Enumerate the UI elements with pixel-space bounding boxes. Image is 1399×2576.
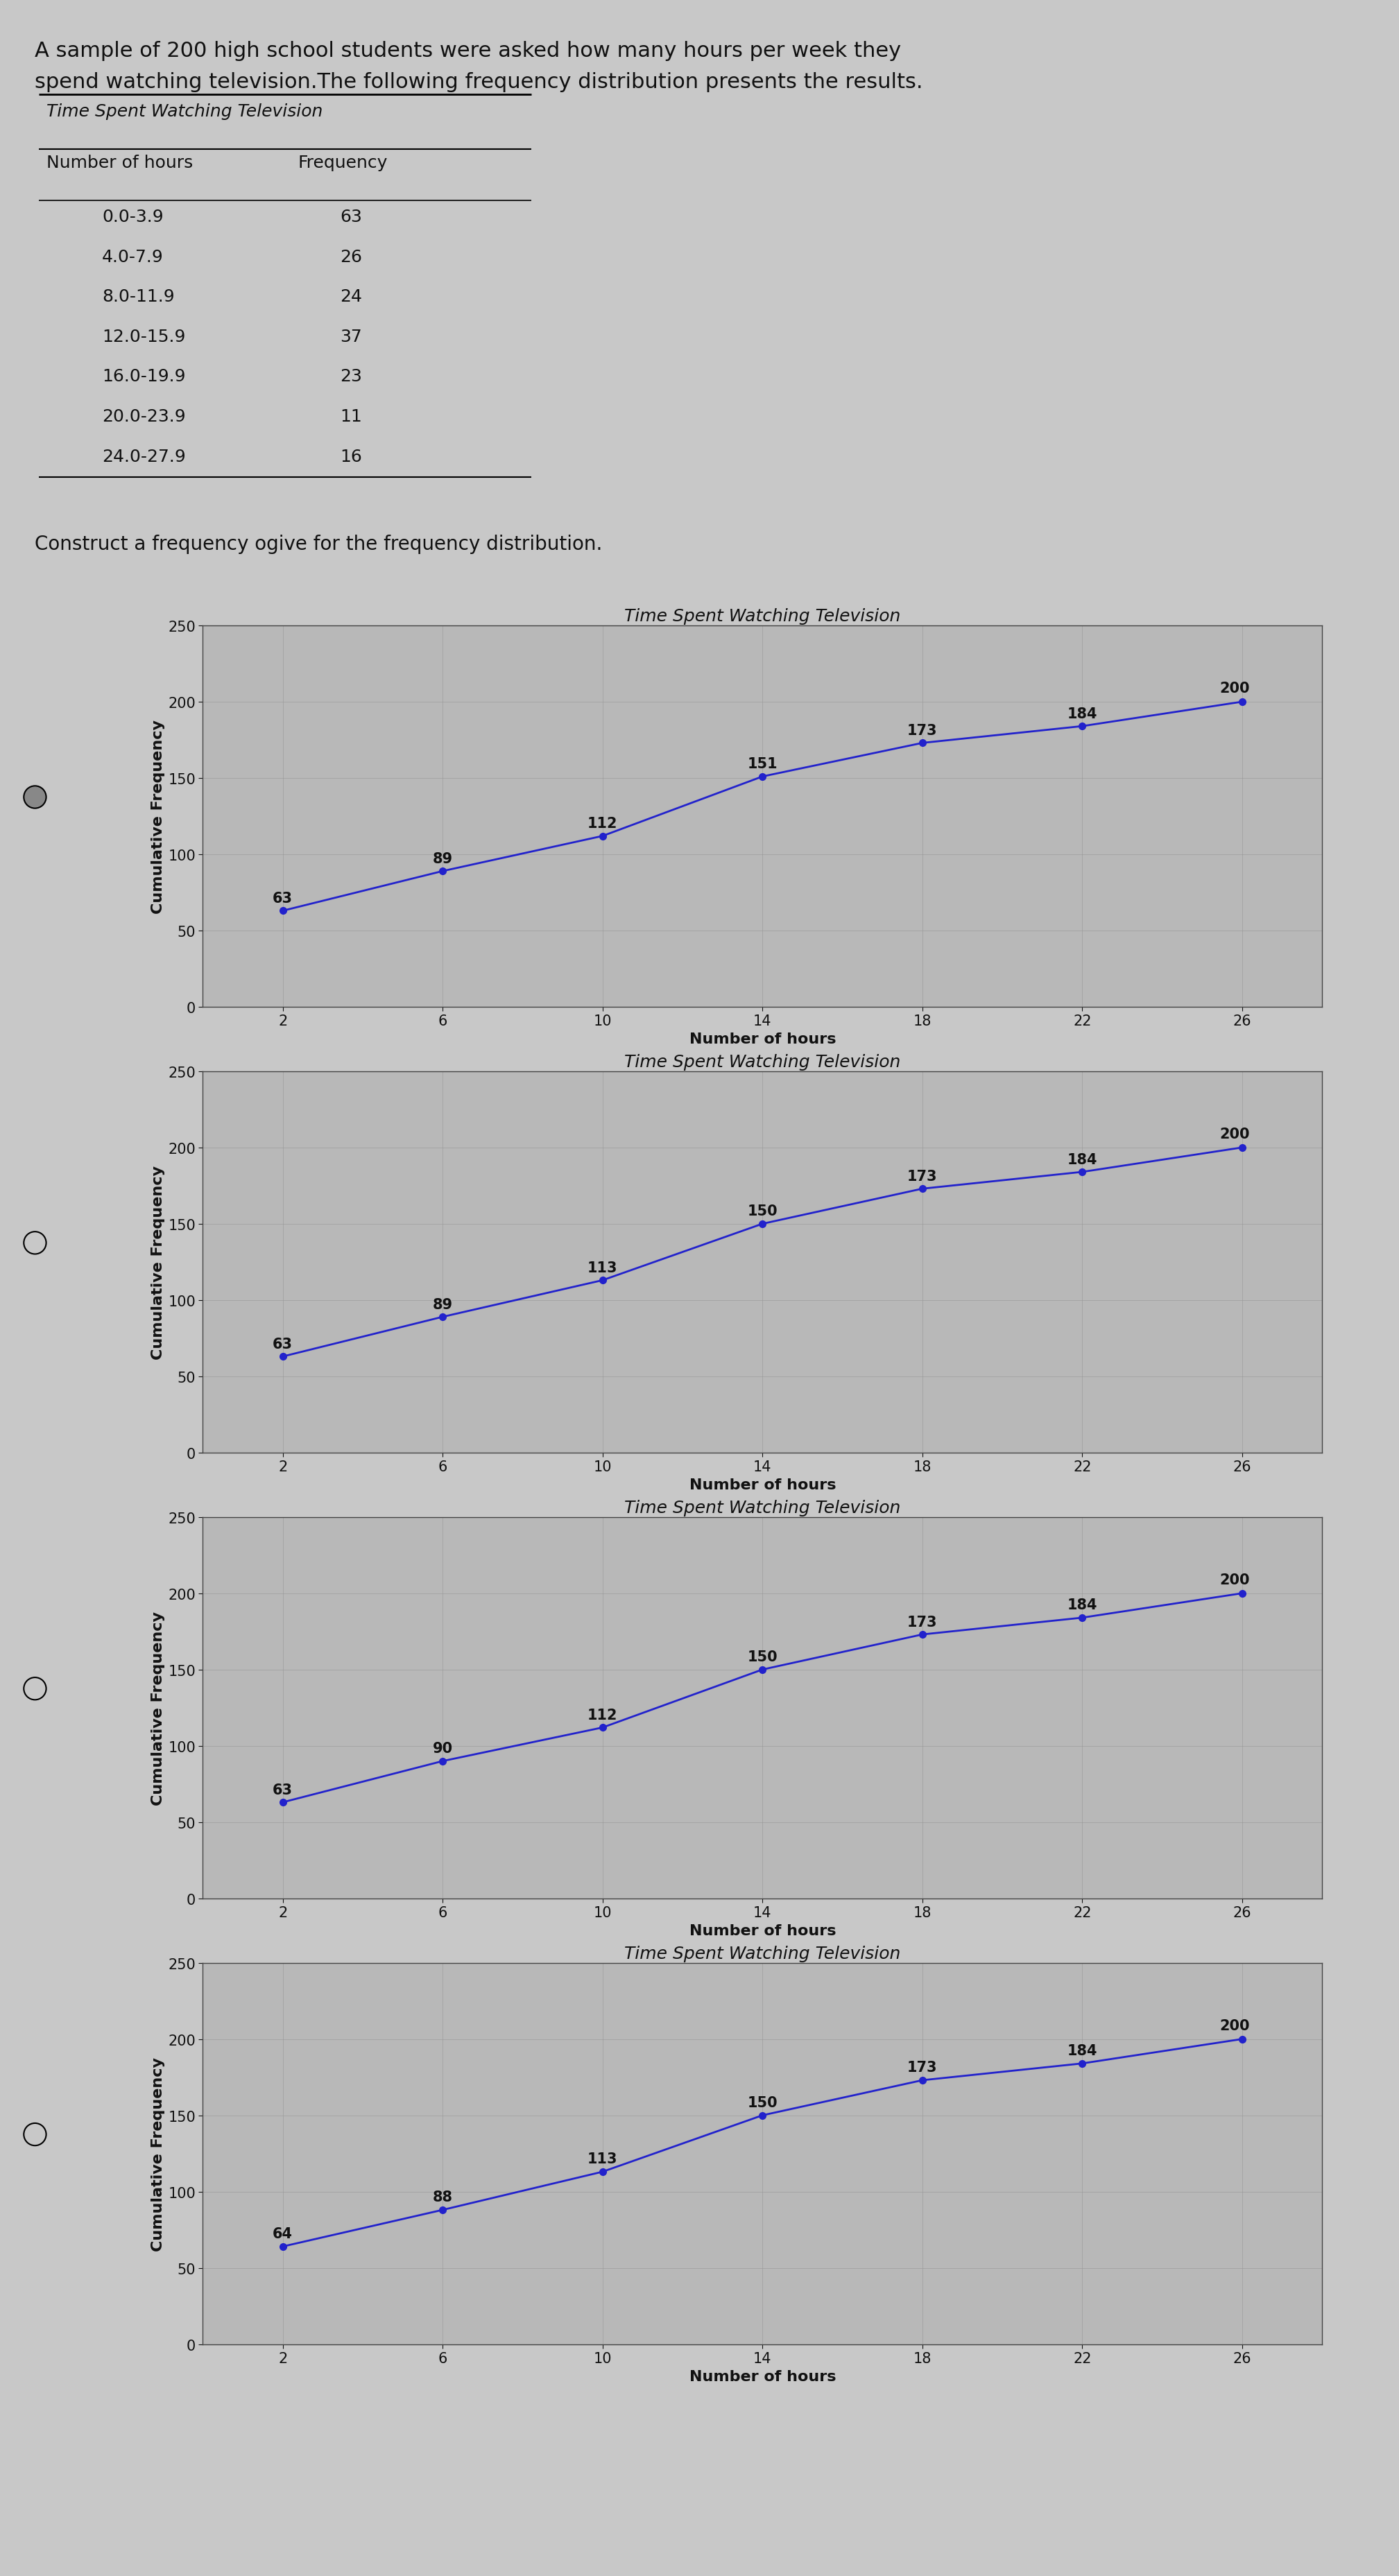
Text: 113: 113 [588,1260,617,1275]
Text: 184: 184 [1067,706,1097,721]
Text: 113: 113 [588,2151,617,2166]
Text: 200: 200 [1220,1128,1249,1141]
Y-axis label: Cumulative Frequency: Cumulative Frequency [151,2056,165,2251]
X-axis label: Number of hours: Number of hours [690,1479,835,1492]
Text: 63: 63 [340,209,362,224]
Text: 200: 200 [1220,2020,1249,2032]
Text: 173: 173 [908,724,937,737]
Text: 184: 184 [1067,1151,1097,1167]
Text: 150: 150 [747,1651,778,1664]
Text: 184: 184 [1067,1597,1097,1613]
Text: 88: 88 [432,2190,453,2205]
Text: 24: 24 [340,289,362,304]
Text: Frequency: Frequency [298,155,388,170]
Text: 173: 173 [908,2061,937,2074]
Text: 150: 150 [747,1206,778,1218]
Text: 23: 23 [340,368,362,384]
Text: 89: 89 [432,1298,453,1311]
Text: 90: 90 [432,1741,453,1754]
Text: spend watching television.The following frequency distribution presents the resu: spend watching television.The following … [35,72,923,93]
Text: 20.0-23.9: 20.0-23.9 [102,410,186,425]
Text: 89: 89 [432,853,453,866]
Text: A sample of 200 high school students were asked how many hours per week they: A sample of 200 high school students wer… [35,41,901,62]
Title: Time Spent Watching Television: Time Spent Watching Television [624,1054,901,1069]
Text: 173: 173 [908,1170,937,1182]
Text: 112: 112 [588,1708,617,1721]
Text: 173: 173 [908,1615,937,1628]
Text: 4.0-7.9: 4.0-7.9 [102,250,164,265]
Y-axis label: Cumulative Frequency: Cumulative Frequency [151,719,165,914]
Text: 16: 16 [340,448,362,464]
Text: 63: 63 [273,891,292,904]
Text: 0.0-3.9: 0.0-3.9 [102,209,164,224]
Y-axis label: Cumulative Frequency: Cumulative Frequency [151,1164,165,1360]
Text: 63: 63 [273,1783,292,1795]
Title: Time Spent Watching Television: Time Spent Watching Television [624,1499,901,1515]
Text: Time Spent Watching Television: Time Spent Watching Television [46,103,323,118]
Text: 184: 184 [1067,2043,1097,2058]
Text: 24.0-27.9: 24.0-27.9 [102,448,186,464]
Text: 151: 151 [747,757,778,770]
Text: 200: 200 [1220,1574,1249,1587]
Text: 112: 112 [588,817,617,829]
Y-axis label: Cumulative Frequency: Cumulative Frequency [151,1610,165,1806]
Text: Construct a frequency ogive for the frequency distribution.: Construct a frequency ogive for the freq… [35,536,603,554]
Title: Time Spent Watching Television: Time Spent Watching Television [624,608,901,623]
X-axis label: Number of hours: Number of hours [690,1924,835,1937]
Text: 12.0-15.9: 12.0-15.9 [102,330,186,345]
Text: 37: 37 [340,330,362,345]
Text: 16.0-19.9: 16.0-19.9 [102,368,186,384]
Text: 64: 64 [273,2226,292,2241]
Text: 8.0-11.9: 8.0-11.9 [102,289,175,304]
X-axis label: Number of hours: Number of hours [690,1033,835,1046]
Text: Number of hours: Number of hours [46,155,193,170]
Text: 11: 11 [340,410,362,425]
Text: 26: 26 [340,250,362,265]
X-axis label: Number of hours: Number of hours [690,2370,835,2383]
Title: Time Spent Watching Television: Time Spent Watching Television [624,1945,901,1960]
Text: 200: 200 [1220,683,1249,696]
Text: 63: 63 [273,1337,292,1350]
Text: 150: 150 [747,2097,778,2110]
